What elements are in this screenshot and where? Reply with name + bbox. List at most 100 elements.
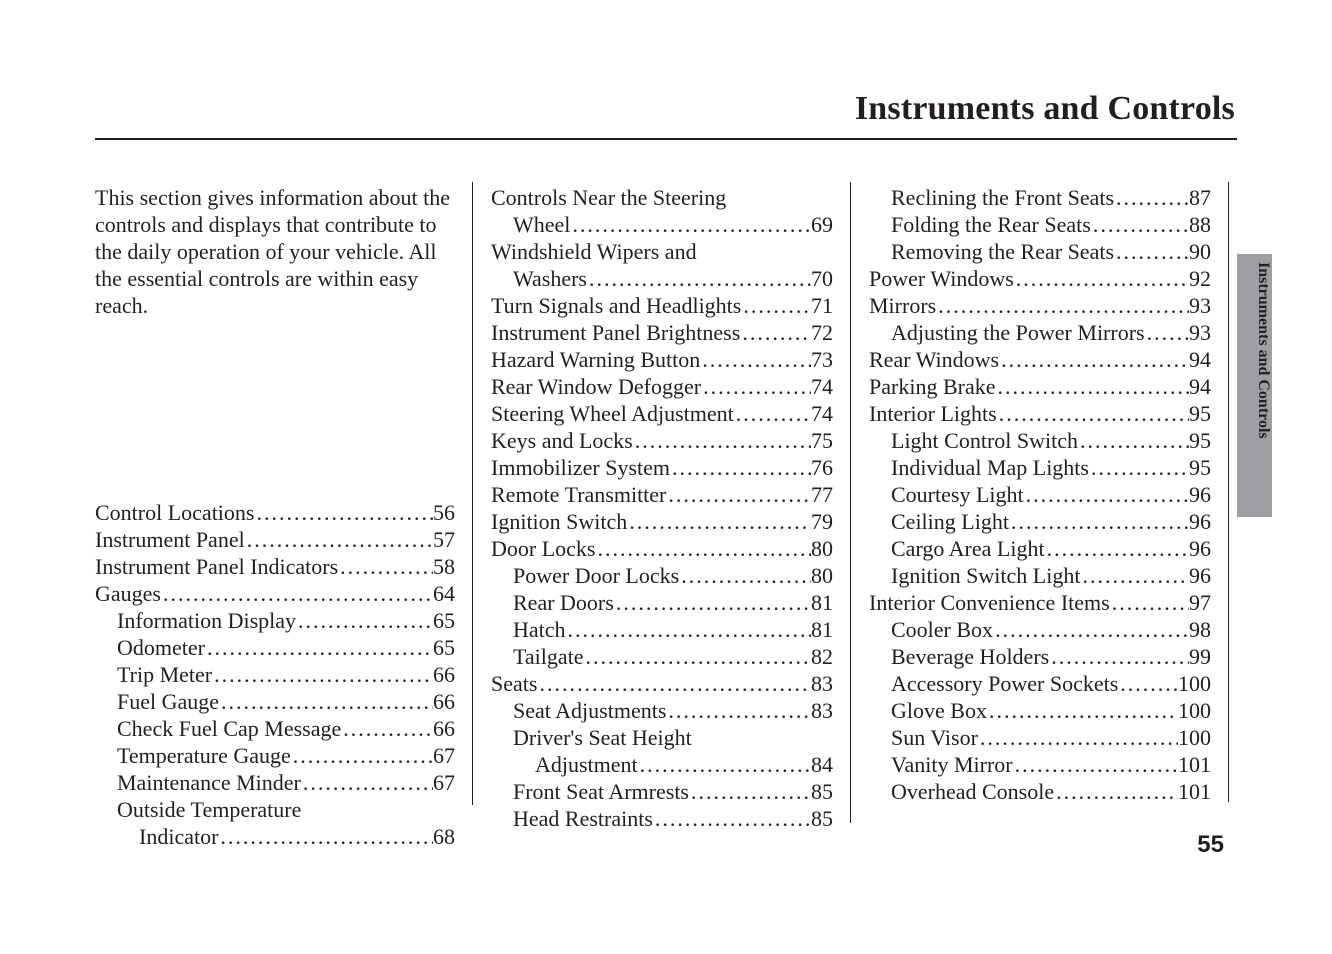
toc-page-number: 66 xyxy=(433,715,455,742)
toc-label: Head Restraints xyxy=(513,805,653,832)
toc-page-number: 93 xyxy=(1189,319,1211,346)
page-number: 55 xyxy=(1197,831,1224,859)
toc-page-number: 85 xyxy=(811,778,833,805)
toc-entry: Power Door Locks 80 xyxy=(491,562,833,589)
toc-page-number: 97 xyxy=(1189,589,1211,616)
toc-label: Immobilizer System xyxy=(491,454,670,481)
column-1: This section gives information about the… xyxy=(95,184,473,850)
toc-page-number: 95 xyxy=(1189,427,1211,454)
toc-entry: Adjusting the Power Mirrors 93 xyxy=(869,319,1211,346)
toc-leader-dots xyxy=(741,292,811,319)
toc-label: Folding the Rear Seats xyxy=(891,211,1091,238)
toc-page-number: 95 xyxy=(1189,454,1211,481)
toc-page-number: 81 xyxy=(811,616,833,643)
toc-label: Information Display xyxy=(117,607,296,634)
toc-leader-dots xyxy=(936,292,1189,319)
toc-entry: Front Seat Armrests 85 xyxy=(491,778,833,805)
toc-page-number: 101 xyxy=(1178,778,1211,805)
toc-entry: Ceiling Light 96 xyxy=(869,508,1211,535)
toc-leader-dots xyxy=(987,697,1178,724)
toc-label: Tailgate xyxy=(513,643,584,670)
toc-page-number: 83 xyxy=(811,670,833,697)
toc-entry: Remote Transmitter 77 xyxy=(491,481,833,508)
toc-page-number: 57 xyxy=(433,526,455,553)
toc-label: Gauges xyxy=(95,580,161,607)
toc-entry: Immobilizer System 76 xyxy=(491,454,833,481)
toc-entry: Folding the Rear Seats 88 xyxy=(869,211,1211,238)
toc-leader-dots xyxy=(653,805,811,832)
toc-label: Mirrors xyxy=(869,292,936,319)
toc-label: Keys and Locks xyxy=(491,427,633,454)
toc-page-number: 56 xyxy=(433,499,455,526)
toc-entry: Cooler Box 98 xyxy=(869,616,1211,643)
toc-page-number: 67 xyxy=(433,742,455,769)
toc-entry: Interior Convenience Items 97 xyxy=(869,589,1211,616)
toc-label: Parking Brake xyxy=(869,373,995,400)
page-header: Instruments and Controls xyxy=(95,84,1237,140)
toc-label: Hazard Warning Button xyxy=(491,346,700,373)
toc-entry: Light Control Switch 95 xyxy=(869,427,1211,454)
toc-leader-dots xyxy=(205,634,433,661)
toc-entry: Fuel Gauge 66 xyxy=(95,688,455,715)
toc-page-number: 93 xyxy=(1189,292,1211,319)
toc-label: Beverage Holders xyxy=(891,643,1049,670)
toc-page-number: 94 xyxy=(1189,373,1211,400)
toc-entry: Parking Brake 94 xyxy=(869,373,1211,400)
toc-label: Reclining the Front Seats xyxy=(891,184,1114,211)
toc-page-number: 88 xyxy=(1189,211,1211,238)
side-tab-label: Instruments and Controls xyxy=(1237,262,1272,509)
toc-leader-dots xyxy=(570,211,811,238)
toc-leader-dots xyxy=(978,724,1178,751)
toc-leader-dots xyxy=(212,661,433,688)
toc-leader-dots xyxy=(537,670,811,697)
toc-page-number: 66 xyxy=(433,688,455,715)
toc-page-number: 99 xyxy=(1189,643,1211,670)
toc-leader-dots xyxy=(995,373,1189,400)
toc-label: Ignition Switch Light xyxy=(891,562,1080,589)
toc-label: Power Door Locks xyxy=(513,562,679,589)
toc-label: Adjusting the Power Mirrors xyxy=(891,319,1145,346)
toc-entry: Reclining the Front Seats 87 xyxy=(869,184,1211,211)
toc-page-number: 73 xyxy=(811,346,833,373)
toc-entry: Driver's Seat Height xyxy=(491,724,833,751)
toc-entry: Keys and Locks 75 xyxy=(491,427,833,454)
toc-leader-dots xyxy=(1045,535,1189,562)
toc-leader-dots xyxy=(254,499,433,526)
toc-label: Instrument Panel xyxy=(95,526,245,553)
toc-leader-dots xyxy=(666,697,811,724)
toc-page-number: 84 xyxy=(811,751,833,778)
toc-entry: Power Windows 92 xyxy=(869,265,1211,292)
toc-page-number: 79 xyxy=(811,508,833,535)
toc-page-number: 80 xyxy=(811,562,833,589)
toc-entry: Instrument Panel Brightness 72 xyxy=(491,319,833,346)
toc-entry: Instrument Panel Indicators 58 xyxy=(95,553,455,580)
toc-entry: Washers 70 xyxy=(491,265,833,292)
toc-entry: Control Locations 56 xyxy=(95,499,455,526)
toc-entry: Trip Meter 66 xyxy=(95,661,455,688)
column-separator xyxy=(1228,182,1229,802)
toc-label: Maintenance Minder xyxy=(117,769,301,796)
column-2: Controls Near the SteeringWheel 69Windsh… xyxy=(473,184,851,850)
side-tab: Instruments and Controls xyxy=(1237,254,1272,517)
toc-label: Seats xyxy=(491,670,537,697)
toc-entry: Temperature Gauge 67 xyxy=(95,742,455,769)
toc-page-number: 92 xyxy=(1189,265,1211,292)
toc-page-number: 64 xyxy=(433,580,455,607)
toc-label: Individual Map Lights xyxy=(891,454,1089,481)
toc-leader-dots xyxy=(1110,589,1189,616)
toc-label: Adjustment xyxy=(535,751,638,778)
toc-label: Door Locks xyxy=(491,535,595,562)
toc-leader-dots xyxy=(566,616,811,643)
toc-page-number: 66 xyxy=(433,661,455,688)
toc-label: Ignition Switch xyxy=(491,508,627,535)
toc-label: Wheel xyxy=(513,211,570,238)
toc-leader-dots xyxy=(614,589,811,616)
toc-page-number: 82 xyxy=(811,643,833,670)
toc-leader-dots xyxy=(627,508,811,535)
toc-entry: Cargo Area Light 96 xyxy=(869,535,1211,562)
column-3: Reclining the Front Seats 87Folding the … xyxy=(851,184,1229,850)
toc-entry: Tailgate 82 xyxy=(491,643,833,670)
toc-leader-dots xyxy=(301,769,433,796)
toc-leader-dots xyxy=(1013,751,1178,778)
toc-leader-dots xyxy=(1114,238,1189,265)
